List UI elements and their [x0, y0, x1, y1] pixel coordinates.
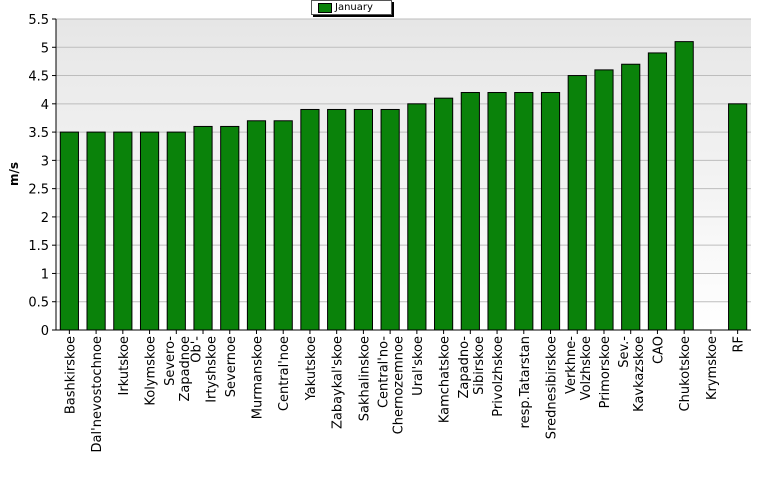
- bar: [246, 120, 267, 331]
- x-tick-label: Sev.-: [617, 336, 632, 368]
- x-tick-label: CAO: [651, 336, 666, 364]
- bar: [674, 41, 694, 331]
- x-tick-label: Primorskoe: [598, 336, 613, 408]
- y-tick-label: 2.5: [28, 183, 49, 198]
- x-tick-label: Privolzhskoe: [491, 336, 506, 417]
- bar: [487, 92, 507, 331]
- plot-area: [56, 19, 751, 330]
- x-tick-label: RF: [732, 336, 747, 353]
- axes: [52, 18, 751, 334]
- bar: [407, 103, 427, 331]
- bar: [434, 97, 454, 331]
- x-tick-label: Bashkirskoe: [63, 336, 78, 414]
- x-tick-label: Sakhalinskoe: [357, 336, 372, 421]
- x-tick-label: Severo-: [163, 336, 178, 386]
- y-tick-label: 1.5: [28, 239, 49, 254]
- x-tick-label: Srednesibirskoe: [545, 336, 560, 439]
- bar: [193, 125, 213, 331]
- bar: [327, 108, 347, 331]
- y-tick-label: 5.5: [28, 13, 49, 28]
- y-tick-label: 1: [41, 267, 49, 282]
- x-tick-label: Kavkazskoe: [632, 336, 647, 412]
- x-tick-label: Zapadnoe: [178, 336, 193, 402]
- bar: [220, 125, 240, 331]
- bar: [139, 131, 160, 331]
- bar: [567, 75, 587, 331]
- bar: [86, 131, 106, 331]
- x-tick-label: Zapadno-: [457, 336, 472, 399]
- bar: [273, 120, 293, 331]
- bar: [621, 63, 641, 331]
- y-tick-label: 0: [41, 324, 49, 339]
- x-tick-label: Zabaykal'skoe: [331, 336, 346, 429]
- x-tick-label: Central'noe: [277, 336, 292, 411]
- x-tick-label: Kamchatskoe: [438, 336, 453, 423]
- x-tick-label: Verkhne-: [564, 336, 579, 394]
- legend: January: [311, 0, 392, 15]
- bar: [514, 92, 534, 331]
- bar: [166, 131, 186, 331]
- x-tick-label: resp.Tatarstan: [518, 336, 533, 428]
- bar: [300, 108, 320, 331]
- bar: [59, 131, 79, 331]
- bar: [647, 52, 668, 331]
- y-axis-label: m/s: [7, 162, 21, 186]
- x-tick-labels: Bashkirskoe Dal'nevostochnoe Irkutskoe Koly…: [63, 336, 746, 453]
- x-tick-label: Yakutskoe: [304, 336, 319, 401]
- x-tick-label: Chernozemnoe: [392, 336, 407, 434]
- x-tick-label: Severnoe: [224, 336, 239, 397]
- y-tick-labels: 0 0.5 1 1.5 2 2.5 3 3.5 4 4.5 5 5.5: [28, 13, 49, 339]
- y-tick-label: 3: [41, 154, 49, 169]
- x-tick-label: Dal'nevostochnoe: [90, 336, 105, 452]
- legend-swatch: [318, 3, 332, 13]
- x-tick-label: Ural'skoe: [411, 336, 426, 396]
- bar: [540, 92, 561, 331]
- bar: [353, 108, 374, 331]
- x-tick-label: Irkutskoe: [117, 336, 132, 395]
- x-tick-label: Sibirskoe: [472, 336, 487, 395]
- y-tick-label: 0.5: [28, 296, 49, 311]
- x-tick-label: Kolymskoe: [144, 336, 159, 406]
- legend-label: January: [335, 2, 373, 13]
- y-tick-label: 4: [41, 98, 49, 113]
- bar: [380, 108, 400, 331]
- x-tick-label: Ob'-: [190, 336, 205, 363]
- bar: [113, 131, 133, 331]
- x-tick-label: Volzhskoe: [579, 336, 594, 400]
- x-tick-label: Murmanskoe: [250, 336, 265, 419]
- bar: [728, 103, 748, 331]
- y-tick-label: 2: [41, 211, 49, 226]
- x-tick-label: Central'no-: [377, 336, 392, 408]
- bar: [594, 69, 614, 331]
- y-tick-label: 3.5: [28, 126, 49, 141]
- x-tick-label: Krymskoe: [705, 336, 720, 400]
- y-tick-label: 5: [41, 41, 49, 56]
- y-tick-label: 4.5: [28, 70, 49, 85]
- x-tick-label: Chukotskoe: [678, 336, 693, 411]
- bar: [460, 92, 480, 331]
- x-tick-label: Irtyshskoe: [205, 336, 220, 403]
